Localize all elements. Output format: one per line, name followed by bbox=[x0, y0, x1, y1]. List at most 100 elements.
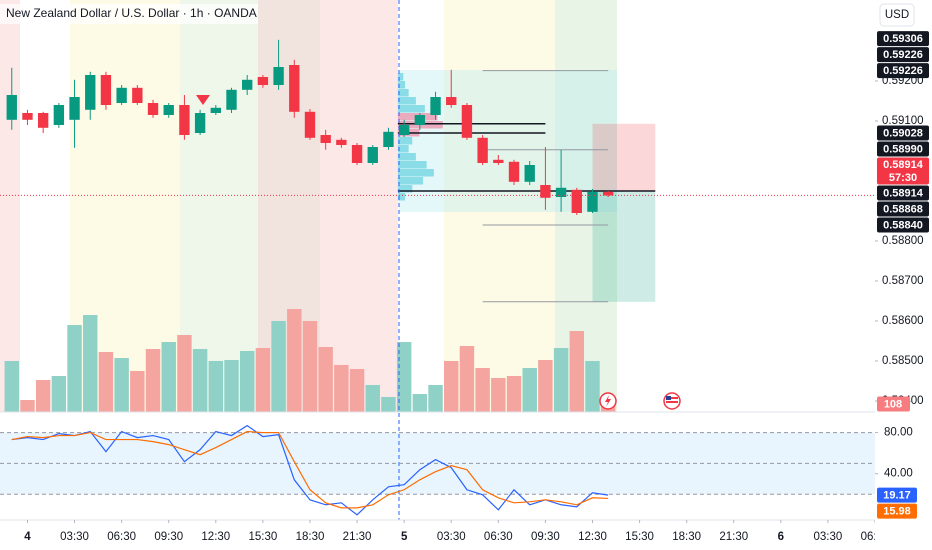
indicator-value-box bbox=[877, 503, 917, 519]
session-band bbox=[320, 0, 398, 412]
price-label-box bbox=[877, 201, 929, 217]
title-bg bbox=[0, 4, 258, 24]
y-tick-label: 0.58800 bbox=[882, 235, 924, 247]
chart-title: New Zealand Dollar / U.S. Dollar · 1h · … bbox=[6, 6, 257, 20]
volume-label: 108 bbox=[884, 398, 902, 410]
volume-profile-row bbox=[397, 105, 425, 113]
candle-body bbox=[304, 111, 316, 138]
x-tick-label: 06:30 bbox=[861, 531, 890, 543]
indicator-value-label: 15.98 bbox=[883, 506, 911, 518]
volume-bar bbox=[569, 330, 585, 412]
volume-bar bbox=[318, 346, 333, 412]
current-price-label: 0.58914 bbox=[883, 159, 924, 171]
y-tick-label: 0.59100 bbox=[882, 115, 924, 127]
candle-body bbox=[336, 139, 347, 145]
candle-body bbox=[477, 137, 488, 163]
volume-bar bbox=[475, 368, 490, 412]
candle-body bbox=[461, 105, 473, 138]
price-label: 0.58990 bbox=[883, 143, 923, 155]
candle-body bbox=[163, 105, 174, 115]
candle-body bbox=[524, 165, 535, 182]
indicator-value-box bbox=[877, 487, 917, 503]
session-band bbox=[180, 0, 258, 412]
price-label: 0.59306 bbox=[883, 33, 923, 45]
candle-body bbox=[383, 131, 394, 147]
candle-body bbox=[414, 115, 426, 125]
volume-bar bbox=[522, 368, 537, 412]
flag-stripe bbox=[666, 397, 678, 399]
volume-profile-row bbox=[397, 97, 416, 105]
volume-profile-row bbox=[397, 185, 413, 193]
volume-bar bbox=[4, 360, 19, 412]
candle-body bbox=[367, 147, 378, 163]
candle-body bbox=[555, 187, 567, 197]
x-tick-label: 18:30 bbox=[672, 531, 701, 543]
volume-profile-row bbox=[397, 137, 413, 145]
volume-profile-row bbox=[397, 177, 424, 185]
volume-profile-row bbox=[397, 73, 404, 81]
volume-bar bbox=[412, 394, 428, 412]
volume-bar bbox=[459, 346, 475, 412]
y-tick-label: 0.58500 bbox=[882, 355, 924, 367]
volume-bar bbox=[255, 348, 271, 412]
x-tick-label: 15:30 bbox=[249, 531, 278, 543]
candle-body bbox=[587, 191, 598, 212]
volume-bar bbox=[428, 384, 443, 412]
volume-bar bbox=[585, 360, 600, 412]
candle-body bbox=[37, 113, 49, 128]
volume-bar bbox=[365, 384, 380, 412]
volume-bar bbox=[538, 360, 553, 412]
position-target-zone bbox=[592, 191, 656, 302]
volume-bar bbox=[444, 360, 459, 412]
volume-bar bbox=[192, 348, 208, 412]
volume-bar bbox=[20, 400, 35, 412]
candle-body bbox=[179, 105, 190, 135]
price-label: 0.59226 bbox=[883, 49, 923, 61]
candle-body bbox=[273, 67, 284, 85]
x-tick-label: 09:30 bbox=[531, 531, 560, 543]
price-label: 0.58840 bbox=[883, 219, 923, 231]
price-label-box bbox=[877, 125, 929, 141]
volume-bar bbox=[491, 378, 506, 412]
candle-body bbox=[571, 189, 582, 213]
x-tick-label: 03:30 bbox=[60, 531, 89, 543]
candle-body bbox=[85, 75, 96, 110]
volume-profile-row bbox=[397, 169, 434, 177]
volume-bar bbox=[396, 342, 412, 412]
candle-body bbox=[147, 103, 159, 115]
candle-body bbox=[242, 79, 253, 90]
candle-body bbox=[226, 89, 237, 110]
volume-bar bbox=[271, 320, 286, 412]
volume-bar bbox=[208, 360, 224, 412]
position-stop-zone bbox=[592, 123, 656, 191]
currency-button[interactable]: USD bbox=[879, 3, 915, 27]
candle-body bbox=[210, 107, 221, 113]
volume-label-box bbox=[877, 396, 910, 412]
volume-bar bbox=[51, 376, 67, 412]
volume-profile-row bbox=[397, 145, 409, 153]
currency-button-bg bbox=[879, 3, 915, 27]
volume-bar bbox=[349, 368, 365, 412]
x-tick-label: 6 bbox=[778, 531, 784, 543]
volume-bar bbox=[381, 396, 396, 412]
volume-bar bbox=[287, 309, 302, 412]
volume-bar bbox=[161, 342, 176, 412]
x-tick-label: 03:30 bbox=[437, 531, 466, 543]
price-label-box bbox=[877, 63, 929, 79]
y-tick-label: 80.00 bbox=[884, 427, 913, 439]
price-label: 0.59028 bbox=[883, 127, 923, 139]
x-tick-label: 21:30 bbox=[343, 531, 372, 543]
axis-labels: 0.59306 0.59226 0.59226 0.59028 0.58990 0.589… bbox=[877, 31, 929, 519]
time-axis: 4 03:30 06:30 09:30 12:30 15:30 18:30 21:30 5 03:… bbox=[24, 520, 890, 543]
volume-bar bbox=[145, 348, 161, 412]
country-event-icon[interactable] bbox=[663, 392, 681, 410]
session-band bbox=[0, 0, 20, 412]
candle-body bbox=[6, 95, 17, 120]
candle-body bbox=[116, 87, 127, 103]
price-label: 0.59226 bbox=[883, 65, 923, 77]
event-icon[interactable] bbox=[599, 392, 617, 410]
volume-bar bbox=[553, 348, 569, 412]
signal-marker bbox=[196, 95, 210, 105]
session-band bbox=[555, 0, 617, 412]
